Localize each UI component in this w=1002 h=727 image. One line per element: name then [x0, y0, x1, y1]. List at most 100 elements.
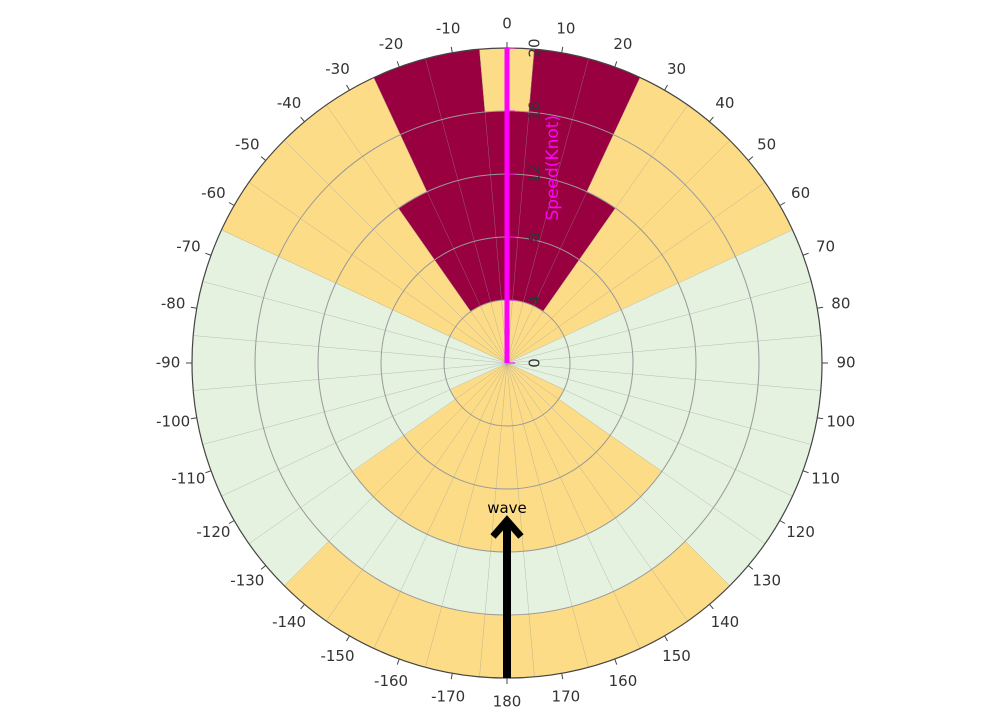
- radial-tick-label: 0: [526, 358, 544, 368]
- angular-tick: [817, 417, 824, 420]
- angular-tick: [300, 603, 305, 610]
- angular-tick-label: 160: [609, 672, 638, 690]
- angular-grid-line: [479, 362, 508, 677]
- radial-axis-title: Speed(Knot): [543, 115, 563, 221]
- angular-grid-line: [326, 362, 508, 622]
- angular-grid-line: [373, 362, 508, 649]
- angular-tick: [300, 116, 305, 123]
- angular-tick-label: -70: [176, 238, 201, 256]
- angular-tick-label: 0: [502, 15, 512, 33]
- angular-tick-label: -140: [272, 613, 306, 631]
- angular-tick: [802, 470, 809, 474]
- angular-tick-label: -120: [196, 523, 230, 541]
- angular-grid-line: [479, 49, 508, 364]
- angular-tick-label: 20: [613, 35, 632, 53]
- radial-tick-label: 4: [526, 295, 544, 305]
- angular-tick-label: 180: [493, 693, 522, 711]
- angular-tick-label: 80: [831, 295, 850, 313]
- angular-tick-label: -50: [235, 136, 260, 154]
- angular-tick-label: -90: [156, 354, 181, 372]
- angular-tick-label: -160: [374, 672, 408, 690]
- angular-tick-label: 30: [667, 60, 686, 78]
- angular-tick: [709, 603, 714, 610]
- angular-grid-line: [506, 281, 812, 364]
- angular-tick: [747, 156, 754, 161]
- angular-grid-line: [506, 362, 589, 668]
- angular-grid-line: [506, 77, 641, 364]
- angular-tick: [664, 84, 668, 91]
- angular-grid-line: [506, 104, 688, 364]
- angular-tick: [190, 417, 197, 420]
- radial-tick-label: 12: [526, 164, 544, 183]
- angular-tick: [561, 46, 564, 53]
- angular-tick-label: 90: [836, 354, 855, 372]
- angular-tick: [396, 61, 400, 68]
- angular-grid-line: [326, 104, 508, 364]
- angular-tick-label: 40: [715, 94, 734, 112]
- angular-tick-label: -20: [379, 35, 404, 53]
- angular-grid-line: [193, 362, 508, 391]
- angular-tick: [346, 635, 350, 642]
- angular-tick: [346, 84, 350, 91]
- angular-grid-line: [193, 335, 508, 364]
- angular-grid-line: [373, 77, 508, 364]
- angular-tick: [709, 116, 714, 123]
- angular-grid-line: [248, 182, 508, 364]
- angular-tick: [450, 673, 453, 680]
- angular-tick: [205, 470, 212, 474]
- angular-grid-line: [506, 362, 641, 649]
- angular-tick-label: -150: [320, 647, 354, 665]
- angular-tick-label: 140: [711, 613, 740, 631]
- cell: [191, 335, 257, 391]
- angular-tick: [747, 565, 754, 570]
- cell: [695, 340, 760, 386]
- angular-grid-line: [221, 229, 508, 364]
- angular-tick-label: 150: [662, 647, 691, 665]
- angular-tick-label: 60: [791, 184, 810, 202]
- angular-grid-line: [425, 362, 508, 668]
- angular-grid-line: [425, 58, 508, 364]
- angular-tick-label: -100: [156, 412, 190, 430]
- radial-tick-label: 8: [526, 232, 544, 242]
- angular-grid-line: [506, 58, 589, 364]
- angular-grid-line: [506, 362, 793, 497]
- angular-tick: [614, 658, 618, 665]
- angular-tick-label: -10: [436, 20, 461, 38]
- angular-grid-line: [506, 362, 812, 445]
- wave-label: wave: [487, 499, 527, 517]
- angular-tick: [802, 252, 809, 256]
- angular-tick-label: -30: [325, 60, 350, 78]
- angular-tick: [779, 520, 786, 524]
- angular-grid-line: [506, 362, 821, 391]
- angular-tick: [450, 46, 453, 53]
- angular-grid-line: [506, 362, 766, 544]
- cell: [632, 346, 697, 380]
- angular-grid-line: [506, 229, 793, 364]
- wave-arrow-head: [490, 515, 524, 539]
- cell: [757, 335, 823, 391]
- angular-tick-label: -40: [277, 94, 302, 112]
- angular-tick-label: 130: [752, 571, 781, 589]
- angular-tick-label: -130: [230, 571, 264, 589]
- angular-grid-line: [506, 362, 535, 677]
- angular-grid-line: [506, 182, 766, 364]
- angular-tick-label: 50: [757, 136, 776, 154]
- angular-tick-label: -60: [201, 184, 226, 202]
- angular-grid-line: [506, 49, 535, 364]
- radial-tick-label: 20: [526, 38, 544, 57]
- angular-tick-label: 100: [827, 412, 856, 430]
- angular-grid-line: [248, 362, 508, 544]
- angular-tick-label: -110: [171, 469, 205, 487]
- angular-tick: [817, 306, 824, 309]
- angular-tick-label: 120: [786, 523, 815, 541]
- angular-tick: [190, 306, 197, 309]
- angular-tick: [664, 635, 668, 642]
- angular-tick-label: 110: [811, 469, 840, 487]
- angular-tick: [561, 673, 564, 680]
- angular-tick: [260, 565, 267, 570]
- radial-tick-label: 16: [526, 101, 544, 120]
- angular-tick: [396, 658, 400, 665]
- angular-tick: [260, 156, 267, 161]
- angular-grid-line: [202, 362, 508, 445]
- angular-tick: [228, 520, 235, 524]
